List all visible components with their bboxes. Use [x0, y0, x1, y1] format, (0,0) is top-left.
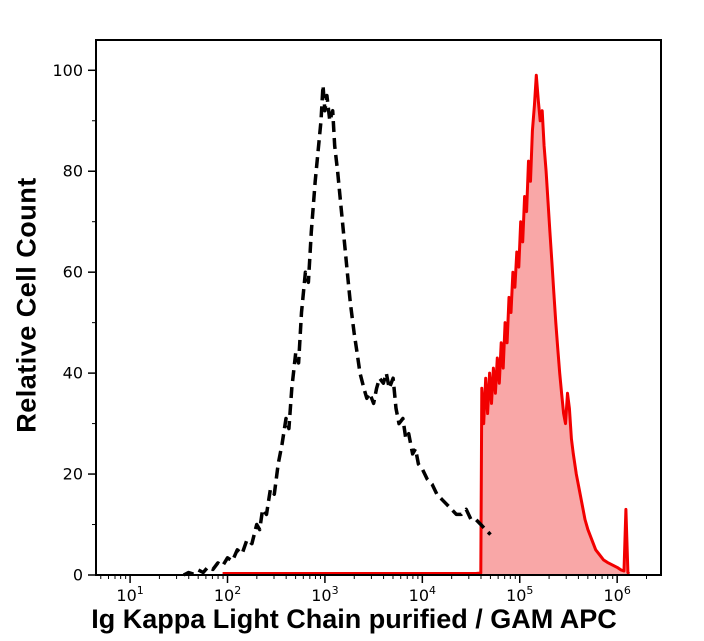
- x-tick-label: 103: [311, 584, 338, 605]
- x-tick-label: 101: [116, 584, 143, 605]
- plot-frame: [95, 39, 662, 576]
- x-tick-label: 106: [603, 584, 630, 605]
- x-tick-label: 105: [506, 584, 533, 605]
- y-tick-label: 60: [63, 263, 83, 282]
- control-dashed-black-line: [182, 83, 492, 577]
- x-axis-title: Ig Kappa Light Chain purified / GAM APC: [91, 604, 617, 634]
- y-tick-label: 20: [63, 465, 83, 484]
- x-tick-label: 102: [214, 584, 241, 605]
- y-tick-label: 40: [63, 364, 83, 383]
- y-tick-label: 80: [63, 162, 83, 181]
- stained-red-filled-line: [222, 73, 631, 575]
- y-tick-label: 0: [73, 566, 83, 585]
- y-tick-label: 100: [52, 61, 83, 80]
- x-tick-label: 104: [409, 584, 436, 605]
- stained-red-filled-fill: [222, 75, 629, 576]
